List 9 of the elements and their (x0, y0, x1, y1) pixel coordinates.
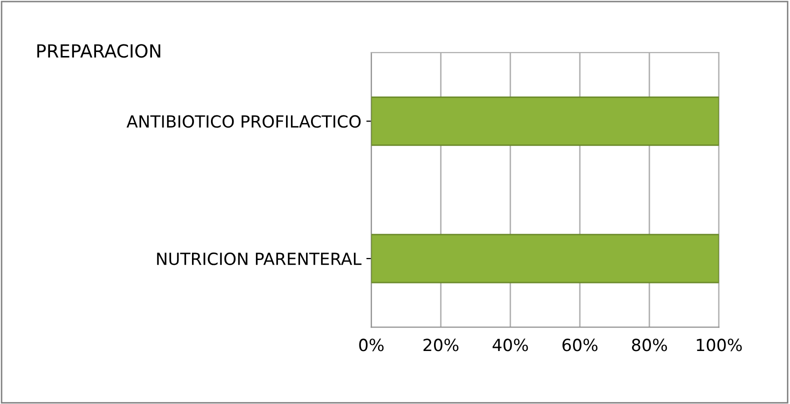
x-tick-label: 60% (562, 338, 598, 352)
y-tick-label: NUTRICION PARENTERAL (157, 252, 362, 266)
x-tick-label: 0% (359, 338, 384, 352)
x-tick-label: 20% (424, 338, 458, 352)
x-tick-label: 40% (492, 338, 528, 352)
text: PREPARACION (37, 44, 160, 58)
x-tick-label: 80% (632, 338, 667, 352)
y-tick-label: ANTIBIOTICO PROFILACTICO (126, 115, 361, 128)
x-tick-label: 100% (696, 338, 742, 352)
